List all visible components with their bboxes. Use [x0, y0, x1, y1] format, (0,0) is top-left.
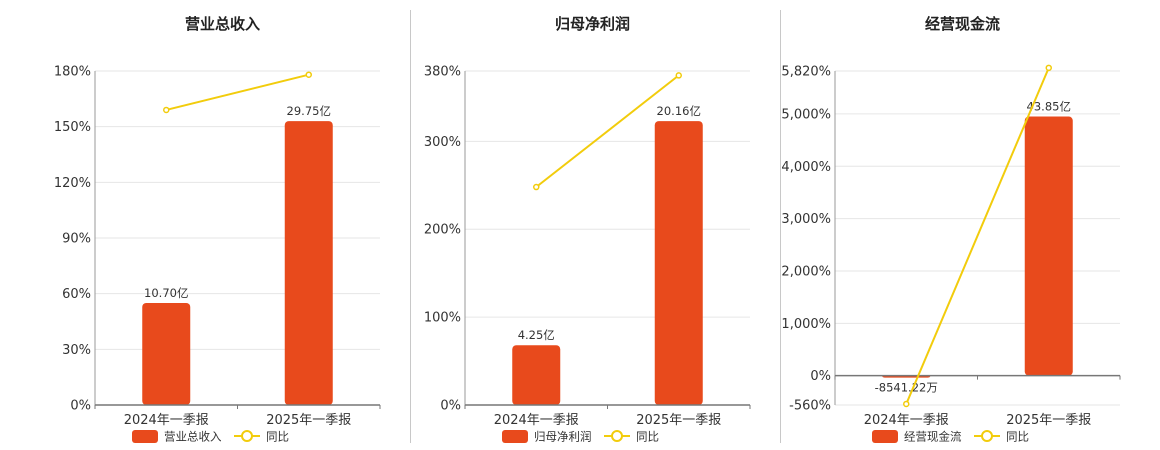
legend-bar-swatch	[502, 430, 528, 443]
chart-panel-cash-flow: 经营现金流 -560% 0% 1,000% 2,000% 3,000% 4,000% 5,00…	[760, 0, 1130, 450]
chart-cash-flow: 经营现金流 -560% 0% 1,000% 2,000% 3,000% 4,000% 5,00…	[781, 15, 1121, 444]
legend-line-label: 同比	[266, 430, 289, 444]
legend-line-label: 同比	[1006, 430, 1029, 444]
legend-bar-label: 营业总收入	[164, 430, 222, 444]
category-label: 2025年一季报	[1006, 413, 1091, 428]
legend-line-marker	[241, 430, 253, 442]
divider	[780, 10, 781, 443]
bar	[512, 345, 561, 405]
legend-line-marker	[981, 430, 993, 442]
category-label: 2024年一季报	[494, 413, 579, 428]
yoy-line	[905, 67, 1050, 405]
chart-panel-net-profit: 归母净利润 0% 100% 200% 300% 380% 4.25亿 20.16亿 2024年一…	[390, 0, 760, 450]
bar-value-label: 10.70亿	[144, 286, 188, 300]
yoy-line	[535, 74, 680, 188]
category-label: 2025年一季报	[266, 413, 351, 428]
y-tick-label: 200%	[424, 223, 461, 238]
y-tick-label: 120%	[54, 176, 91, 191]
category-label: 2024年一季报	[864, 413, 949, 428]
bar-value-label: 4.25亿	[518, 328, 555, 342]
y-tick-label: 0%	[810, 369, 831, 384]
legend-line-label: 同比	[636, 430, 659, 444]
chart-title: 营业总收入	[185, 15, 260, 33]
chart-revenue: 营业总收入 0% 30% 60% 90% 120% 150% 180% 10.70亿 29.75亿…	[54, 15, 381, 444]
bar	[284, 121, 333, 405]
bar	[654, 121, 703, 405]
yoy-point	[533, 183, 540, 191]
legend-bar-swatch	[132, 430, 158, 443]
y-tick-label: 3,000%	[781, 212, 831, 227]
y-tick-label: 2,000%	[781, 264, 831, 279]
y-tick-label: 4,000%	[781, 160, 831, 175]
yoy-point	[903, 400, 910, 408]
legend-bar-label: 归母净利润	[534, 430, 592, 444]
y-tick-label: 380%	[424, 65, 461, 80]
y-tick-label: 60%	[62, 287, 91, 302]
y-tick-label: 1,000%	[781, 317, 831, 332]
y-tick-label: 90%	[62, 232, 91, 247]
category-label: 2025年一季报	[636, 413, 721, 428]
bar-value-label: 29.75亿	[287, 104, 331, 118]
y-tick-label: 30%	[62, 343, 91, 358]
y-tick-label: 150%	[54, 120, 91, 135]
divider	[410, 10, 411, 443]
y-tick-label: 100%	[424, 311, 461, 326]
y-tick-label: 0%	[70, 399, 91, 414]
yoy-point	[163, 106, 170, 114]
y-tick-label: 5,820%	[781, 65, 831, 80]
legend-line-marker	[611, 430, 623, 442]
legend-bar-label: 经营现金流	[904, 430, 962, 444]
chart-title: 经营现金流	[925, 15, 1000, 33]
bar-value-label: 43.85亿	[1027, 100, 1071, 114]
chart-title: 归母净利润	[555, 15, 630, 33]
y-tick-label: 5,000%	[781, 107, 831, 122]
chart-panel-revenue: 营业总收入 0% 30% 60% 90% 120% 150% 180% 10.70亿 29.75亿…	[20, 0, 390, 450]
legend-bar-swatch	[872, 430, 898, 443]
bar-value-label: -8541.22万	[875, 381, 938, 395]
category-label: 2024年一季报	[124, 413, 209, 428]
bar	[1024, 116, 1073, 376]
chart-net-profit: 归母净利润 0% 100% 200% 300% 380% 4.25亿 20.16亿 2024年一…	[424, 15, 751, 444]
yoy-point	[305, 71, 312, 78]
y-tick-label: -560%	[789, 399, 831, 414]
y-tick-label: 0%	[440, 399, 461, 414]
bar	[142, 302, 191, 405]
yoy-point	[675, 72, 682, 79]
yoy-line	[166, 73, 309, 111]
yoy-point	[1045, 64, 1052, 72]
y-tick-label: 300%	[424, 135, 461, 150]
y-tick-label: 180%	[54, 65, 91, 80]
bar-value-label: 20.16亿	[657, 104, 701, 118]
